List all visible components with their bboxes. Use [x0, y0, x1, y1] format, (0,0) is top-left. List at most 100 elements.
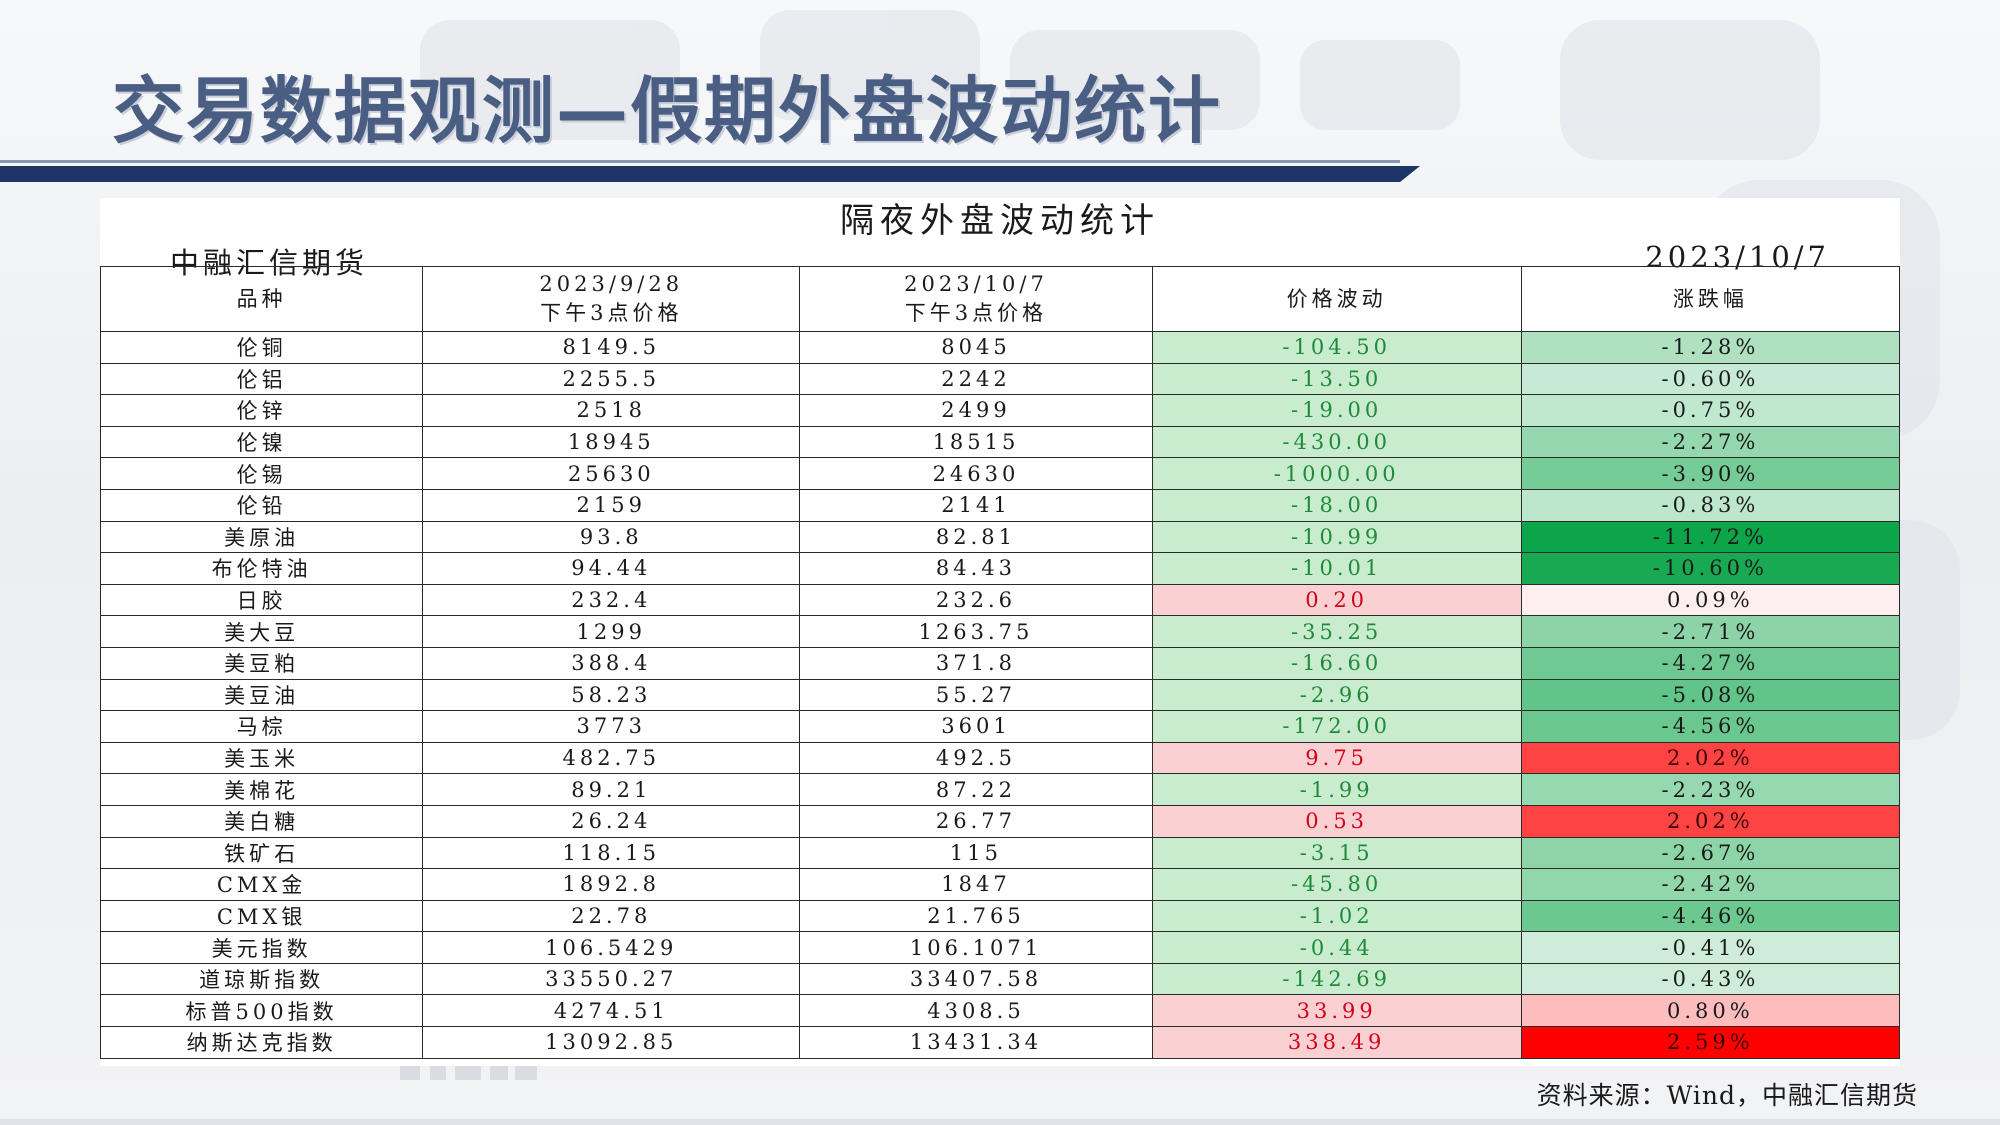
- header-change: 价格波动: [1151, 266, 1522, 332]
- cell-pct: -4.27%: [1520, 646, 1901, 680]
- cell-pct: -5.08%: [1520, 678, 1901, 712]
- cell-price-sep28: 26.24: [422, 804, 801, 838]
- cell-name: 美豆油: [99, 678, 424, 712]
- slide-title: 交易数据观测—假期外盘波动统计: [112, 69, 1223, 153]
- cell-pct: -0.75%: [1520, 394, 1901, 427]
- cell-name: 日胶: [99, 583, 424, 617]
- cell-price-sep28: 58.23: [422, 678, 801, 712]
- cell-change: 338.49: [1151, 1026, 1522, 1059]
- cell-price-sep28: 18945: [422, 425, 801, 459]
- cell-price-oct7: 21.765: [799, 899, 1153, 933]
- cell-name: 伦铅: [99, 488, 424, 522]
- cell-pct: 2.02%: [1520, 741, 1901, 775]
- cell-price-oct7: 33407.58: [799, 962, 1153, 996]
- cell-change: -35.25: [1151, 615, 1522, 648]
- cell-price-sep28: 13092.85: [422, 1026, 801, 1059]
- cell-pct: -4.46%: [1520, 899, 1901, 933]
- cell-pct: -0.83%: [1520, 488, 1901, 522]
- table-row: 伦铝 2255.5 2242 -13.50 -0.60%: [99, 362, 1901, 396]
- cell-pct: -2.42%: [1520, 868, 1901, 901]
- header-name: 品种: [99, 266, 424, 332]
- table-row: 铁矿石 118.15 115 -3.15 -2.67%: [99, 836, 1901, 870]
- table-row: 伦锡 25630 24630 -1000.00 -3.90%: [99, 457, 1901, 490]
- cell-pct: -2.27%: [1520, 425, 1901, 459]
- cell-change: -2.96: [1151, 678, 1522, 712]
- cell-name: 美白糖: [99, 804, 424, 838]
- table-row: 伦锌 2518 2499 -19.00 -0.75%: [99, 394, 1901, 427]
- cell-change: -172.00: [1151, 710, 1522, 743]
- cell-pct: -3.90%: [1520, 457, 1901, 490]
- cell-change: -1.02: [1151, 899, 1522, 933]
- cell-change: 33.99: [1151, 994, 1522, 1028]
- cell-change: 0.20: [1151, 583, 1522, 617]
- table-row: 伦铅 2159 2141 -18.00 -0.83%: [99, 488, 1901, 522]
- cell-change: 0.53: [1151, 804, 1522, 838]
- table-row: 纳斯达克指数 13092.85 13431.34 338.49 2.59%: [99, 1026, 1901, 1059]
- cell-price-sep28: 388.4: [422, 646, 801, 680]
- cell-name: 美大豆: [99, 615, 424, 648]
- cell-price-oct7: 371.8: [799, 646, 1153, 680]
- cell-name: 伦锡: [99, 457, 424, 490]
- cell-pct: -1.28%: [1520, 331, 1901, 364]
- cell-pct: -2.67%: [1520, 836, 1901, 870]
- header-price-oct7-time: 下午3点价格: [904, 301, 1048, 325]
- cell-name: 标普500指数: [99, 994, 424, 1028]
- cell-change: -142.69: [1151, 962, 1522, 996]
- cell-price-sep28: 94.44: [422, 552, 801, 585]
- table-header-row: 品种 2023/9/28 下午3点价格 2023/10/7 下午3点价格 价格波…: [99, 266, 1901, 332]
- cell-price-oct7: 232.6: [799, 583, 1153, 617]
- table-row: 马棕 3773 3601 -172.00 -4.56%: [99, 710, 1901, 743]
- cell-price-oct7: 3601: [799, 710, 1153, 743]
- cell-change: -104.50: [1151, 331, 1522, 364]
- cell-name: 美元指数: [99, 931, 424, 964]
- table-row: CMX银 22.78 21.765 -1.02 -4.46%: [99, 899, 1901, 933]
- cell-price-oct7: 84.43: [799, 552, 1153, 585]
- cell-price-oct7: 4308.5: [799, 994, 1153, 1028]
- cell-name: 美豆粕: [99, 646, 424, 680]
- cell-price-sep28: 2255.5: [422, 362, 801, 396]
- cell-price-sep28: 1892.8: [422, 868, 801, 901]
- cell-price-oct7: 2242: [799, 362, 1153, 396]
- table-row: 美元指数 106.5429 106.1071 -0.44 -0.41%: [99, 931, 1901, 964]
- cell-name: 纳斯达克指数: [99, 1026, 424, 1059]
- cell-name: 马棕: [99, 710, 424, 743]
- table-row: 布伦特油 94.44 84.43 -10.01 -10.60%: [99, 552, 1901, 585]
- table-row: 道琼斯指数 33550.27 33407.58 -142.69 -0.43%: [99, 962, 1901, 996]
- table-row: 美大豆 1299 1263.75 -35.25 -2.71%: [99, 615, 1901, 648]
- cell-price-oct7: 106.1071: [799, 931, 1153, 964]
- cell-pct: -2.71%: [1520, 615, 1901, 648]
- cell-price-oct7: 55.27: [799, 678, 1153, 712]
- source-note: 资料来源：Wind，中融汇信期货: [1536, 1081, 1918, 1110]
- cell-pct: -11.72%: [1520, 520, 1901, 554]
- cell-change: -19.00: [1151, 394, 1522, 427]
- table-row: 美棉花 89.21 87.22 -1.99 -2.23%: [99, 773, 1901, 806]
- table-row: 美原油 93.8 82.81 -10.99 -11.72%: [99, 520, 1901, 554]
- table-row: 日胶 232.4 232.6 0.20 0.09%: [99, 583, 1901, 617]
- cell-price-sep28: 89.21: [422, 773, 801, 806]
- cell-pct: 2.59%: [1520, 1026, 1901, 1059]
- cell-price-sep28: 3773: [422, 710, 801, 743]
- cell-name: 布伦特油: [99, 552, 424, 585]
- cell-price-sep28: 8149.5: [422, 331, 801, 364]
- table-row: 标普500指数 4274.51 4308.5 33.99 0.80%: [99, 994, 1901, 1028]
- table-row: 美玉米 482.75 492.5 9.75 2.02%: [99, 741, 1901, 775]
- cell-name: 美玉米: [99, 741, 424, 775]
- cell-price-sep28: 33550.27: [422, 962, 801, 996]
- cell-price-sep28: 118.15: [422, 836, 801, 870]
- cell-name: 伦铜: [99, 331, 424, 364]
- table-row: 美豆油 58.23 55.27 -2.96 -5.08%: [99, 678, 1901, 712]
- table-row: 伦镍 18945 18515 -430.00 -2.27%: [99, 425, 1901, 459]
- title-underline-thin: [0, 160, 1400, 163]
- cell-price-oct7: 87.22: [799, 773, 1153, 806]
- cell-price-sep28: 25630: [422, 457, 801, 490]
- table-heading: 隔夜外盘波动统计: [840, 201, 1160, 241]
- cell-change: -18.00: [1151, 488, 1522, 522]
- volatility-table: 品种 2023/9/28 下午3点价格 2023/10/7 下午3点价格 价格波…: [99, 266, 1901, 1059]
- cell-change: -430.00: [1151, 425, 1522, 459]
- header-price-sep28-time: 下午3点价格: [540, 301, 683, 325]
- cell-price-sep28: 106.5429: [422, 931, 801, 964]
- cell-price-oct7: 1263.75: [799, 615, 1153, 648]
- cell-name: 道琼斯指数: [99, 962, 424, 996]
- cell-price-sep28: 2518: [422, 394, 801, 427]
- cell-name: CMX金: [99, 868, 424, 901]
